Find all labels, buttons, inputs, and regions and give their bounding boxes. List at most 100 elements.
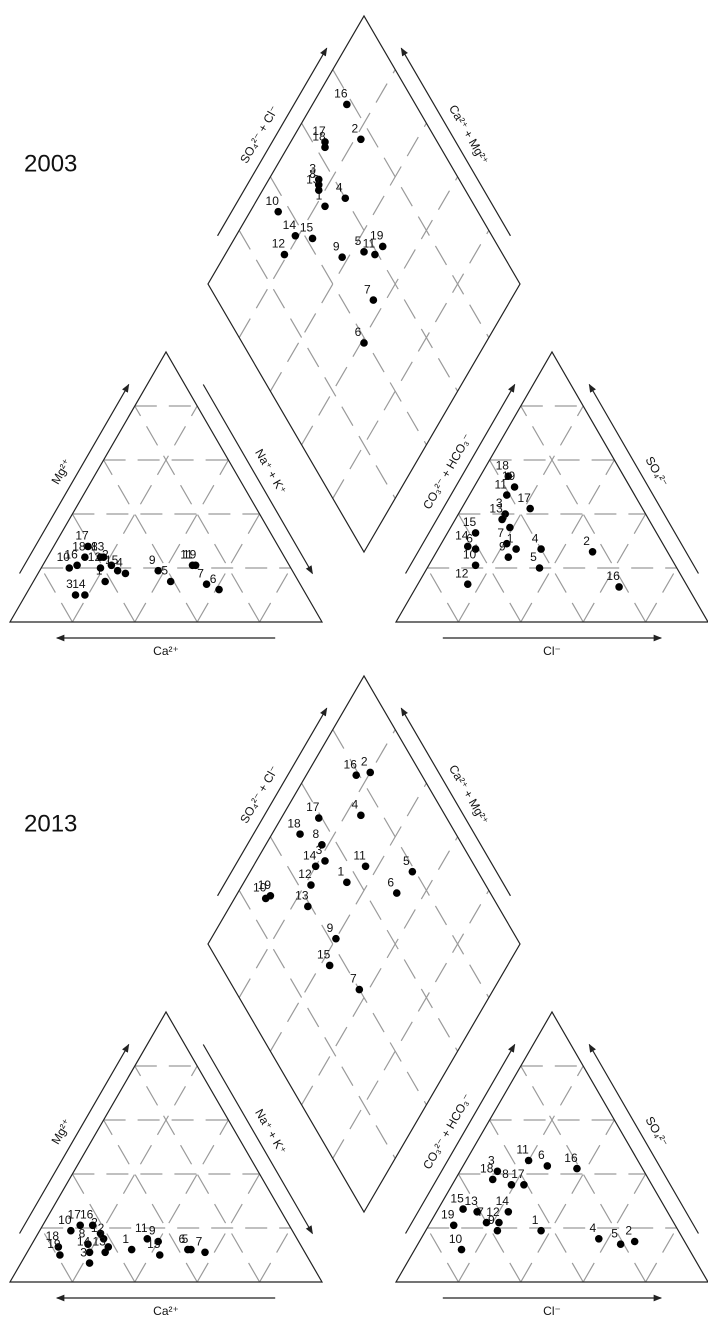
cation-point xyxy=(184,1245,192,1254)
point-label: 11 xyxy=(495,477,508,491)
point-label: 4 xyxy=(589,1221,596,1235)
point-label: 18 xyxy=(312,129,326,143)
anion-point xyxy=(482,1218,491,1227)
point-label: 6 xyxy=(466,531,473,545)
point-label: 9 xyxy=(149,553,156,567)
point-label: 1 xyxy=(337,865,344,879)
axis-label: SO₄²⁻ + Cl⁻ xyxy=(237,103,281,165)
point-label: 5 xyxy=(530,550,537,564)
diamond-point xyxy=(311,862,320,871)
grid-line xyxy=(134,1119,229,1283)
anion-point xyxy=(459,1205,467,1213)
anion-point xyxy=(504,1208,513,1216)
anion-point xyxy=(526,504,534,513)
point-label: 17 xyxy=(312,124,326,138)
grid-line xyxy=(301,836,459,1106)
diamond-point xyxy=(392,889,401,897)
anion-point xyxy=(471,529,480,537)
point-label: 2 xyxy=(583,534,590,548)
point-label: 11 xyxy=(135,1221,148,1235)
cation-point xyxy=(84,542,92,551)
anion-point xyxy=(504,472,513,481)
cation-point xyxy=(101,1248,109,1257)
grid-line xyxy=(457,1065,584,1283)
diamond-point xyxy=(332,934,340,943)
cation-point xyxy=(154,566,162,575)
diamond-point xyxy=(314,186,323,194)
diamond-point xyxy=(304,902,312,911)
grid-line xyxy=(520,459,615,623)
grid-line xyxy=(196,513,261,623)
point-label: 11 xyxy=(180,547,193,561)
point-label: 19 xyxy=(47,1237,61,1251)
axis-label: Ca²⁺ + Mg²⁺ xyxy=(446,762,491,826)
diamond-point xyxy=(321,138,329,146)
point-label: 15 xyxy=(463,515,477,529)
diamond-point xyxy=(352,771,361,779)
point-label: 3 xyxy=(66,577,73,591)
axis-arrow xyxy=(217,707,328,897)
cation-point xyxy=(121,569,130,578)
axis-arrow xyxy=(19,1043,130,1234)
diamond-point xyxy=(314,181,323,189)
anion-point xyxy=(543,1162,552,1170)
diamond-point xyxy=(321,202,329,211)
anion-point xyxy=(595,1235,603,1243)
point-label: 1 xyxy=(316,188,323,202)
axis-arrow xyxy=(19,383,130,574)
point-label: 13 xyxy=(489,502,503,516)
anion-point xyxy=(463,580,472,588)
grid-line xyxy=(520,1119,615,1283)
diamond-point xyxy=(274,207,283,216)
diamond-point xyxy=(318,841,326,849)
point-label: 7 xyxy=(364,282,371,296)
axis-label: Cl⁻ xyxy=(543,1304,561,1318)
point-label: 19 xyxy=(502,469,516,483)
point-label: 5 xyxy=(403,854,410,868)
point-label: 1 xyxy=(532,1213,539,1227)
point-label: 7 xyxy=(197,566,204,580)
axis-label: Mg²⁺ xyxy=(48,1116,74,1146)
diamond-point xyxy=(325,961,334,970)
point-label: 17 xyxy=(306,800,320,814)
point-label: 2 xyxy=(361,755,368,769)
axis-label: Na⁺ + K⁺ xyxy=(252,447,289,497)
grid-line xyxy=(489,459,584,623)
grid-line xyxy=(71,1173,136,1283)
point-label: 4 xyxy=(532,531,539,545)
cation-triangle xyxy=(8,1010,324,1283)
axis-arrow xyxy=(400,707,511,897)
diamond-point xyxy=(371,250,379,259)
grid-line xyxy=(71,1065,198,1283)
anion-point xyxy=(520,1181,528,1189)
diamond-point xyxy=(343,878,351,887)
diamond-point xyxy=(355,985,364,994)
point-label: 16 xyxy=(344,757,358,771)
cation-point xyxy=(76,1221,84,1230)
axis-label: Ca²⁺ xyxy=(153,1304,179,1318)
cation-point xyxy=(54,1243,63,1251)
cation-point xyxy=(65,564,74,572)
point-label: 9 xyxy=(327,921,334,935)
grid-line xyxy=(71,513,136,623)
point-label: 13 xyxy=(91,539,105,553)
point-label: 12 xyxy=(298,867,312,881)
axis-label: Ca²⁺ xyxy=(153,644,179,658)
point-label: 13 xyxy=(464,1194,478,1208)
grid-line xyxy=(426,567,459,623)
point-label: 17 xyxy=(517,491,531,505)
grid-line xyxy=(40,567,73,623)
anion-point xyxy=(488,1175,497,1184)
diamond xyxy=(207,14,521,554)
anion-point xyxy=(510,483,519,491)
anion-point xyxy=(524,1156,533,1165)
point-label: 11 xyxy=(363,237,376,251)
axis-arrow xyxy=(202,384,313,575)
grid-line xyxy=(645,567,678,623)
anion-point xyxy=(463,542,472,551)
point-label: 10 xyxy=(463,547,477,561)
axis-label: SO₄²⁻ + Cl⁻ xyxy=(237,763,281,825)
point-label: 15 xyxy=(300,221,314,235)
anion-point xyxy=(616,1240,625,1248)
